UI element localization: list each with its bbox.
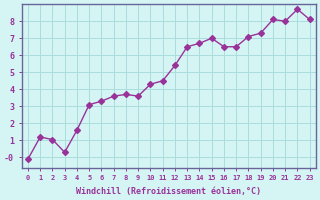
X-axis label: Windchill (Refroidissement éolien,°C): Windchill (Refroidissement éolien,°C)	[76, 187, 261, 196]
